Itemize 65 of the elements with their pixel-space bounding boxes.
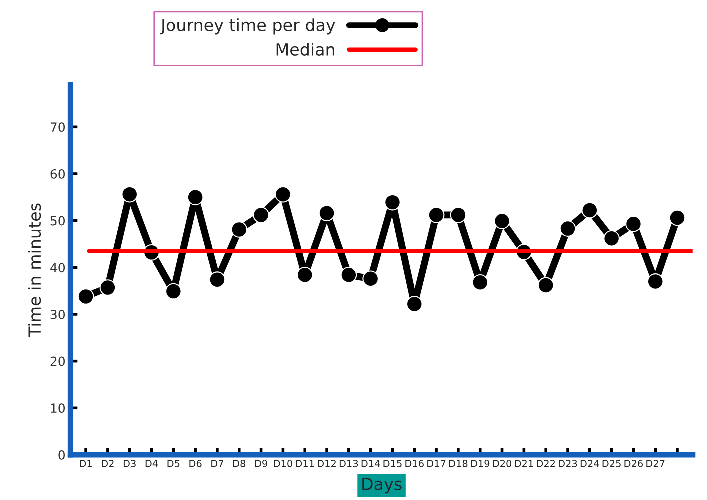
point [626,216,642,232]
y-tick-label: 40 [50,263,66,273]
point [362,270,379,288]
point [538,277,554,294]
legend-label: Median [276,43,334,56]
point [582,202,598,219]
x-tick-label: D18 [449,460,468,468]
x-tick-label: D5 [168,460,180,468]
x-tick-label: D6 [190,460,202,468]
x-tick-label: D16 [406,460,424,468]
point [209,272,226,288]
point [122,186,138,203]
y-tick-label: 20 [50,356,66,366]
x-tick-label: D15 [384,460,402,468]
y-axis-title: Time in minutes [28,204,42,338]
x-tick-label: D25 [602,460,621,468]
point [560,220,576,237]
x-tick-label: D7 [212,460,224,468]
y-tick-label: 70 [50,122,66,132]
point [472,274,489,291]
point [275,186,292,203]
point [340,266,358,284]
x-tick-label: D24 [580,460,600,468]
x-tick-label: D19 [471,460,490,468]
point [187,189,204,206]
x-tick-label: D1 [80,460,92,468]
x-tick-label: D9 [255,460,268,468]
x-tick-label: D2 [102,460,114,468]
point [647,274,664,290]
x-tick-label: D12 [318,460,336,468]
x-tick-label: D8 [234,460,246,468]
x-tick-label: D13 [340,460,358,468]
x-tick-label: D11 [296,460,314,468]
x-tick-label: D3 [124,460,136,468]
point [669,210,686,226]
x-tick-label: D26 [624,460,644,468]
point [428,207,445,224]
x-tick-label: D14 [362,460,380,468]
point [450,207,467,224]
x-axis-title: Days [362,478,402,494]
x-tick-label: D21 [515,460,534,468]
point [78,288,94,305]
point [253,207,270,224]
y-tick-label: 50 [50,216,66,226]
point [384,194,401,211]
x-tick-label: D17 [428,460,446,468]
point [296,266,314,284]
point [318,205,336,222]
x-tick-label: D23 [559,460,578,468]
y-tick-label: 30 [50,310,66,320]
point [231,222,248,238]
x-tick-label: D22 [537,460,556,468]
point [604,230,620,247]
x-tick-label: D20 [493,460,512,468]
point [406,296,423,312]
point [494,213,510,230]
y-tick-label: 0 [58,450,66,460]
point [100,280,116,296]
x-tick-label: D4 [146,460,158,468]
y-tick-label: 10 [51,404,66,414]
point [166,283,182,300]
x-tick-label: D10 [274,460,292,468]
y-tick-label: 60 [50,169,66,179]
legend-label: Journey time per day [160,18,336,35]
x-tick-label: D27 [646,460,665,468]
